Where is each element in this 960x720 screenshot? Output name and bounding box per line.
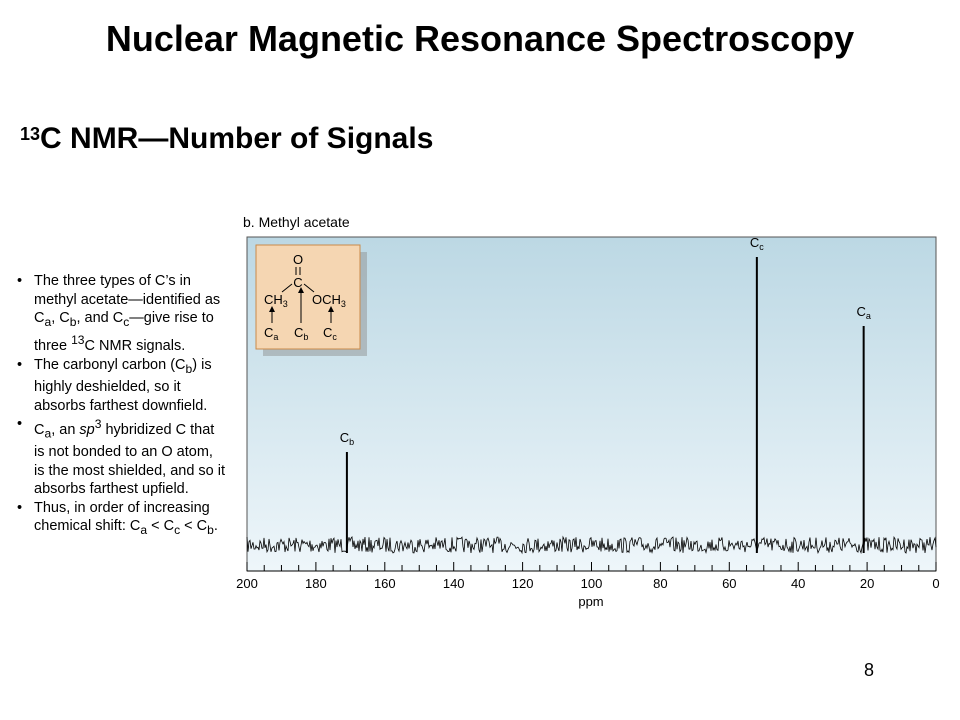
oxygen-label: O — [293, 252, 303, 267]
slide-title: Nuclear Magnetic Resonance Spectroscopy — [105, 18, 855, 59]
peak-label-ca: Ca — [856, 304, 870, 321]
och3-group: OCH3 — [312, 292, 346, 309]
peaks-group: Cb Cc Ca — [340, 235, 871, 553]
bullet-list: The three types of C’s in methyl acetate… — [14, 272, 226, 540]
bullet-item: Ca, an sp3 hybridized C that is not bond… — [14, 415, 226, 499]
x-tick-label: 60 — [722, 576, 736, 591]
x-axis: 200 180 160 140 120 100 80 60 40 20 0 — [236, 562, 940, 591]
carbon-label: C — [293, 275, 302, 290]
structure-inset: O C CH3 OCH3 Ca Cb Cc — [255, 244, 367, 356]
x-tick-label: 40 — [791, 576, 805, 591]
baseline-noise — [246, 535, 937, 555]
ch3-group: CH3 — [264, 292, 288, 309]
x-axis-label: ppm — [578, 594, 603, 609]
x-tick-label: 80 — [653, 576, 667, 591]
x-tick-label: 120 — [512, 576, 534, 591]
subtitle-text: C NMR—Number of Signals — [40, 122, 434, 155]
slide-subtitle: 13C NMR—Number of Signals — [20, 122, 433, 156]
x-tick-label: 160 — [374, 576, 396, 591]
x-tick-label: 140 — [443, 576, 465, 591]
bullet-item: The carbonyl carbon (Cb) is highly deshi… — [14, 356, 226, 415]
x-tick-label: 100 — [581, 576, 603, 591]
peak-label-cb: Cb — [340, 430, 354, 447]
x-tick-label: 20 — [860, 576, 874, 591]
bullet-item: The three types of C’s in methyl acetate… — [14, 272, 226, 356]
chart-title: b. Methyl acetate — [243, 214, 350, 230]
x-tick-label: 180 — [305, 576, 327, 591]
subtitle-superscript: 13 — [20, 124, 41, 144]
x-tick-label: 200 — [236, 576, 258, 591]
peak-label-cc: Cc — [750, 235, 764, 252]
x-tick-label: 0 — [932, 576, 939, 591]
page-number: 8 — [864, 660, 875, 680]
plot-background — [246, 236, 937, 572]
bullet-item: Thus, in order of increasing chemical sh… — [14, 499, 226, 540]
